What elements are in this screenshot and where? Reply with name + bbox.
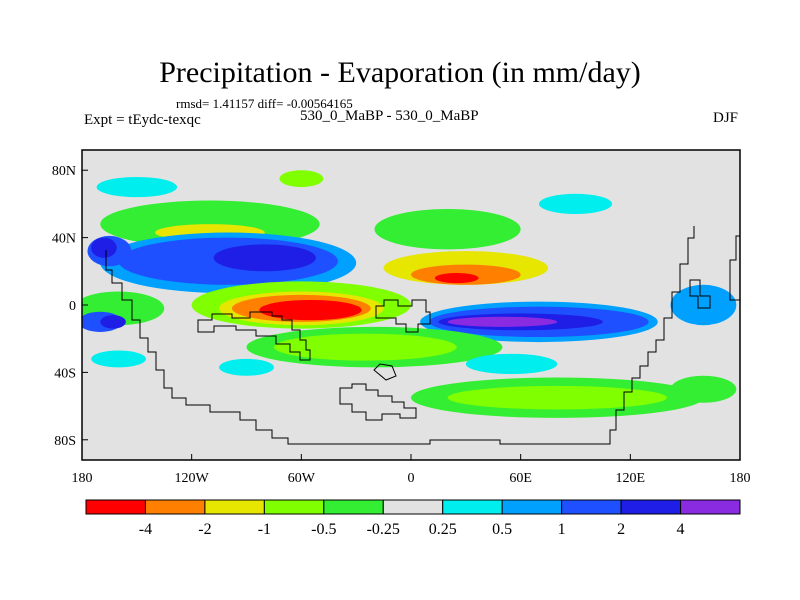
field-blob-lightgreen-so — [447, 385, 667, 410]
chart-title: Precipitation - Evaporation (in mm/day) — [159, 56, 641, 89]
continent-central-block — [197, 311, 311, 361]
colorbar-label: 0.25 — [429, 521, 457, 538]
cases-label: 530_0_MaBP - 530_0_MaBP — [300, 108, 479, 124]
colorbar-label: 4 — [677, 521, 685, 538]
y-tick-label: 0 — [69, 299, 76, 314]
field-blob-cyan-sw — [91, 350, 146, 368]
stats-line: rmsd= 1.41157 diff= -0.00564165 — [176, 96, 353, 111]
x-tick-label: 0 — [408, 471, 415, 486]
precip-field — [82, 170, 737, 418]
colorbar-label: 0.5 — [492, 521, 512, 538]
colorbar-swatch — [144, 499, 206, 515]
continent-north-america — [105, 226, 695, 445]
island-south — [339, 383, 417, 421]
x-tick-label: 180 — [72, 471, 93, 486]
field-blob-lightgreen-arctic — [279, 170, 324, 188]
colorbar-swatch — [620, 499, 682, 515]
colorbar-label: 2 — [617, 521, 625, 538]
colorbar-label: -2 — [198, 521, 211, 538]
colorbar-swatch — [85, 499, 146, 515]
field-blob-cyan-patch-ne — [538, 193, 613, 215]
colorbar-swatch — [501, 499, 563, 515]
x-tick-label: 60E — [509, 471, 532, 486]
y-tick-label: 40N — [52, 232, 76, 247]
field-blob-cyan-patch-nw — [96, 176, 178, 198]
coast-east-edge — [729, 235, 740, 301]
continent-west-africa — [375, 299, 431, 333]
x-tick-label: 60W — [288, 471, 316, 486]
colorbar-swatch — [561, 499, 622, 515]
field-blob-red-natl — [434, 272, 479, 284]
experiment-label: Expt = tEydc-texqc — [84, 112, 201, 128]
field-blob-blue-nwpac — [670, 284, 737, 326]
y-tick-label: 80N — [52, 164, 76, 179]
colorbar-label: -4 — [139, 521, 152, 538]
field-blob-lightgreen-sh — [273, 333, 457, 361]
island-south-2 — [373, 363, 397, 381]
field-blob-cyan-shs — [465, 353, 558, 375]
colorbar-swatch — [204, 499, 265, 515]
y-tick-label: 40S — [54, 366, 76, 381]
field-blob-green-se — [670, 375, 737, 403]
field-blob-darkblue-npac — [213, 244, 316, 272]
colorbar-swatch — [263, 499, 325, 515]
continent-outlines — [105, 226, 740, 445]
colorbar-swatch — [442, 499, 503, 515]
x-tick-label: 120E — [616, 471, 646, 486]
field-blob-cyan-sh — [219, 358, 274, 376]
colorbar-swatch — [382, 499, 444, 515]
x-tick-label: 120W — [175, 471, 210, 486]
colorbar-swatch — [323, 499, 384, 515]
field-blob-purple-spac — [447, 316, 558, 327]
colorbar-label: -1 — [258, 521, 271, 538]
colorbar: -4 -2 -1 -0.5 -0.25 0.25 0.5 1 2 4 — [85, 499, 741, 538]
field-blob-red-eq — [259, 299, 362, 321]
colorbar-label: -0.5 — [311, 521, 336, 538]
field-blob-green-natl — [374, 208, 521, 250]
island-east — [689, 279, 711, 309]
x-tick-label: 180 — [730, 471, 751, 486]
field-blob-darkblue-nw — [91, 237, 117, 258]
axes: 80N 40N 0 40S 80S 180 120W 60W 0 60E 120E 180 — [52, 164, 751, 486]
season-label: DJF — [712, 110, 738, 126]
colorbar-label: -0.25 — [367, 521, 400, 538]
colorbar-swatch — [680, 499, 741, 515]
colorbar-label: 1 — [558, 521, 566, 538]
field-blob-darkblue-sw — [100, 315, 126, 329]
y-tick-label: 80S — [54, 434, 76, 449]
